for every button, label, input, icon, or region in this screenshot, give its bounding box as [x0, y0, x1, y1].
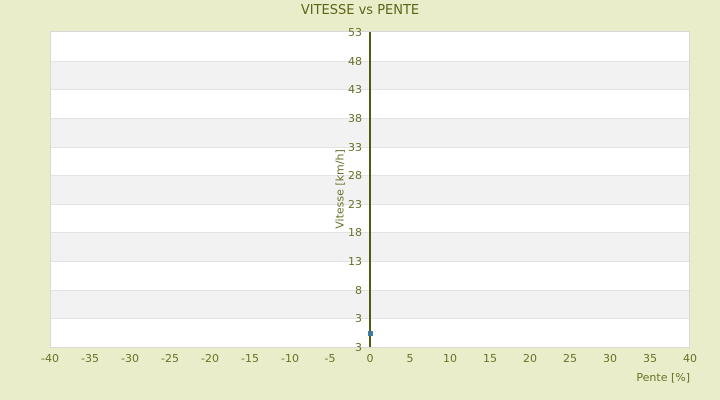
x-axis-title: Pente [%]: [636, 371, 690, 384]
x-tick-label: 15: [483, 352, 497, 365]
data-point[interactable]: [368, 331, 373, 336]
x-tick-label: -5: [324, 352, 336, 365]
x-tick-label: 35: [643, 352, 657, 365]
x-tick-label: -10: [281, 352, 299, 365]
y-tick-label: 28: [348, 169, 362, 182]
x-tick-label: 0: [366, 352, 374, 365]
y-tick-label: 38: [348, 112, 362, 125]
x-tick-label: 25: [563, 352, 577, 365]
x-tick-label: -40: [41, 352, 59, 365]
x-tick-label: 20: [523, 352, 537, 365]
y-tick-label: 43: [348, 83, 362, 96]
y-tick-label: 3: [355, 312, 362, 325]
x-tick-label: -30: [121, 352, 139, 365]
x-tick-label: 30: [603, 352, 617, 365]
x-tick-label: -20: [201, 352, 219, 365]
chart-title: VITESSE vs PENTE: [300, 3, 420, 18]
x-tick-label: -35: [81, 352, 99, 365]
y-tick-label: 48: [348, 55, 362, 68]
x-tick-label: 10: [443, 352, 457, 365]
y-tick-label: 8: [355, 284, 362, 297]
y-tick-label: 3: [355, 341, 362, 354]
y-axis-line: [369, 32, 371, 347]
y-tick-label: 53: [348, 26, 362, 39]
plot-area: [50, 31, 690, 348]
x-tick-label: 5: [406, 352, 414, 365]
y-axis-title: Vitesse [km/h]: [333, 149, 347, 229]
y-tick-label: 18: [348, 226, 362, 239]
x-tick-label: -25: [161, 352, 179, 365]
x-tick-label: 40: [683, 352, 697, 365]
x-tick-label: -15: [241, 352, 259, 365]
y-tick-label: 13: [348, 255, 362, 268]
y-tick-label: 33: [348, 141, 362, 154]
y-tick-label: 23: [348, 198, 362, 211]
